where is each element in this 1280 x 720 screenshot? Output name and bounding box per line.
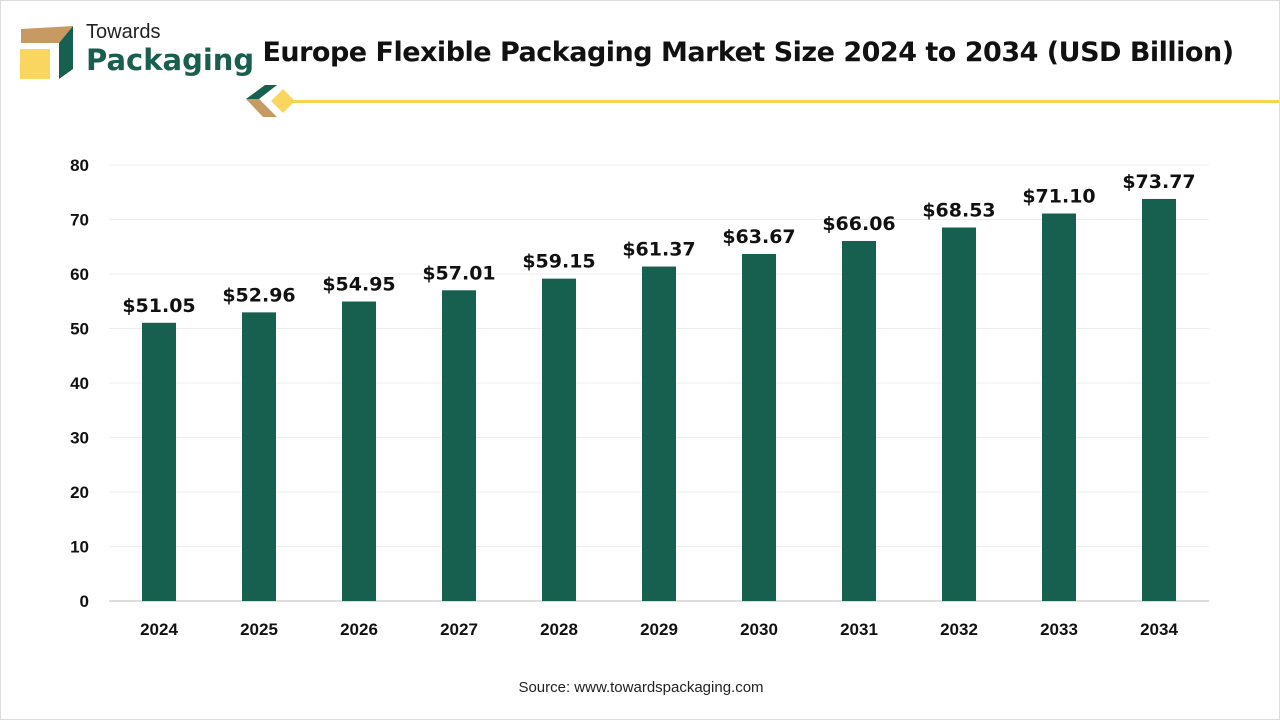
x-tick-label: 2032 bbox=[940, 620, 978, 639]
data-label: $71.10 bbox=[1022, 186, 1095, 208]
x-tick-label: 2033 bbox=[1040, 620, 1078, 639]
x-tick-label: 2031 bbox=[840, 620, 878, 639]
y-tick-label: 50 bbox=[70, 320, 89, 339]
source-note: Source: www.towardspackaging.com bbox=[518, 679, 764, 696]
x-tick-label: 2028 bbox=[540, 620, 578, 639]
y-tick-label: 70 bbox=[70, 211, 89, 230]
bar-2025 bbox=[242, 312, 276, 601]
title-underline bbox=[291, 100, 1279, 103]
y-tick-label: 40 bbox=[70, 374, 89, 393]
logo-text-packaging: Packaging bbox=[86, 43, 255, 77]
data-label: $66.06 bbox=[822, 213, 895, 235]
data-label: $54.95 bbox=[322, 274, 395, 296]
logo-text-towards: Towards bbox=[86, 21, 161, 43]
bar-2029 bbox=[642, 266, 676, 601]
y-tick-label: 0 bbox=[80, 592, 89, 611]
bar-2033 bbox=[1042, 213, 1076, 601]
y-tick-label: 30 bbox=[70, 429, 89, 448]
x-tick-label: 2029 bbox=[640, 620, 678, 639]
x-tick-label: 2027 bbox=[440, 620, 478, 639]
logo-box-front-icon bbox=[20, 49, 50, 79]
data-label: $73.77 bbox=[1122, 171, 1195, 193]
data-label: $63.67 bbox=[722, 226, 795, 248]
bar-2030 bbox=[742, 253, 776, 601]
logo-box-top-icon bbox=[21, 26, 73, 43]
deco-chevron-bottom-icon bbox=[246, 99, 277, 117]
deco-diamond-icon bbox=[271, 89, 295, 113]
x-tick-label: 2025 bbox=[240, 620, 278, 639]
data-label: $57.01 bbox=[422, 262, 495, 284]
bar-2032 bbox=[942, 227, 976, 601]
data-label: $51.05 bbox=[122, 295, 195, 317]
y-tick-label: 10 bbox=[70, 538, 89, 557]
bar-2034 bbox=[1142, 198, 1176, 602]
data-label: $68.53 bbox=[922, 200, 995, 222]
bar-2028 bbox=[542, 278, 576, 601]
data-label: $59.15 bbox=[522, 251, 595, 273]
deco-chevron-top-icon bbox=[246, 85, 277, 99]
y-tick-label: 80 bbox=[70, 156, 89, 175]
data-label: $52.96 bbox=[222, 284, 295, 306]
data-label: $61.37 bbox=[622, 239, 695, 261]
bar-2027 bbox=[442, 290, 476, 601]
logo-box-side-icon bbox=[59, 26, 73, 79]
bar-2031 bbox=[842, 240, 876, 601]
chart-title: Europe Flexible Packaging Market Size 20… bbox=[262, 37, 1234, 68]
y-tick-label: 60 bbox=[70, 265, 89, 284]
x-tick-label: 2030 bbox=[740, 620, 778, 639]
x-tick-label: 2026 bbox=[340, 620, 378, 639]
y-tick-label: 20 bbox=[70, 483, 89, 502]
x-tick-label: 2034 bbox=[1140, 620, 1178, 639]
bar-2024 bbox=[142, 322, 176, 601]
x-tick-label: 2024 bbox=[140, 620, 178, 639]
bar-2026 bbox=[342, 301, 376, 601]
